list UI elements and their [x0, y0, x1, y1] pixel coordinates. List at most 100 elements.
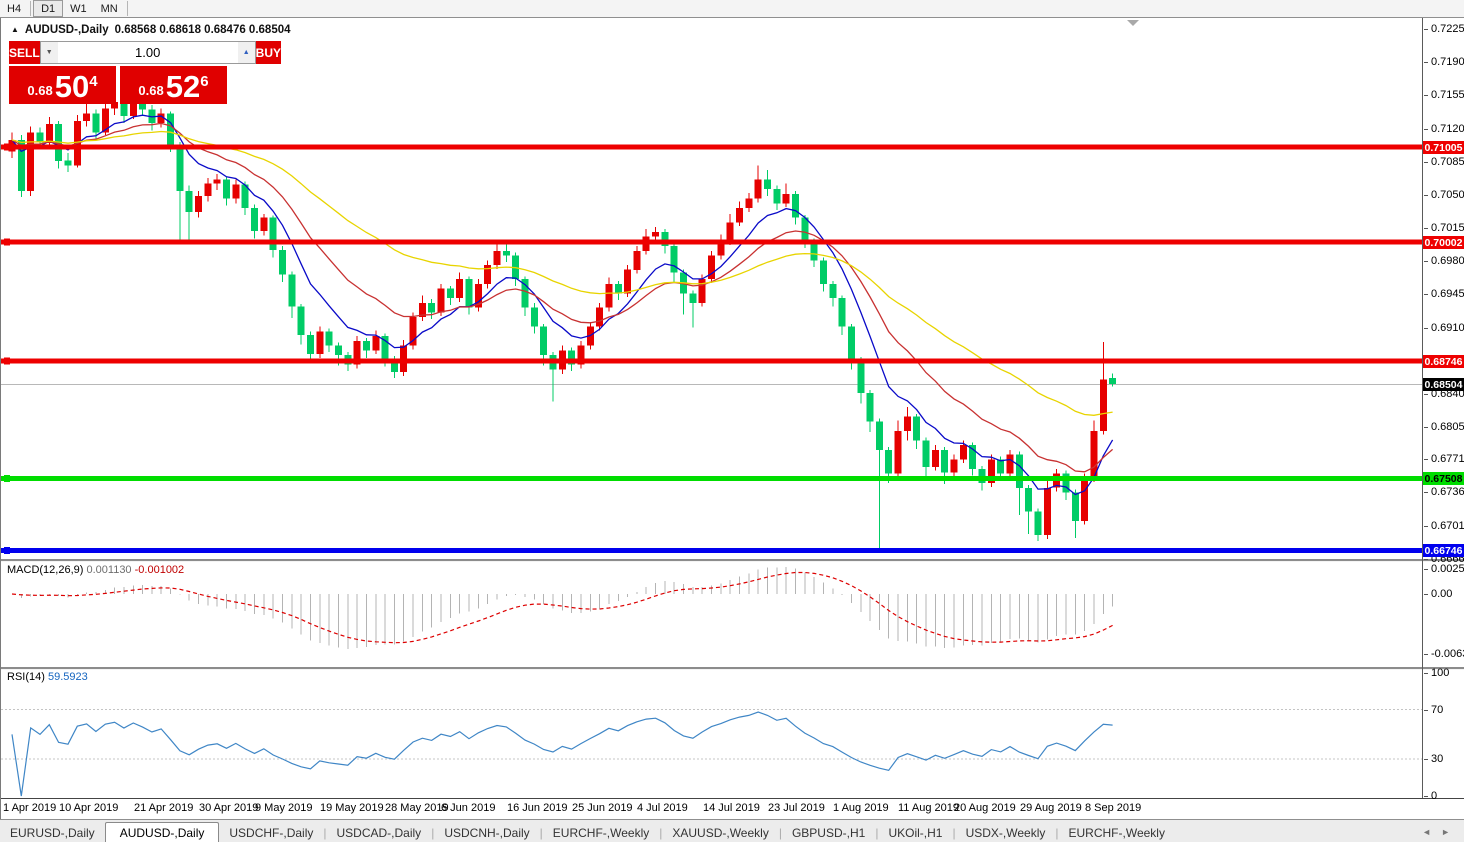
macd-indicator-canvas[interactable] — [1, 562, 1422, 667]
chart-tab-usdx-weekly[interactable]: USDX-,Weekly — [965, 826, 1046, 840]
candle-body — [474, 284, 482, 308]
date-label: 21 Apr 2019 — [134, 802, 194, 814]
date-axis[interactable]: 1 Apr 2019 10 Apr 2019 21 Apr 2019 30 Apr 2… — [1, 798, 1464, 820]
tick-mark — [1424, 709, 1428, 711]
chart-tab-gbpusd-h1[interactable]: GBPUSD-,H1 — [791, 826, 866, 840]
sr-line-handle[interactable] — [4, 143, 10, 151]
tab-scroll-right-icon[interactable]: ► — [1441, 827, 1450, 837]
candle-body — [530, 307, 538, 327]
candle-body — [64, 160, 72, 166]
candle-body — [185, 191, 193, 212]
chart-tab-ukoil-h1[interactable]: UKOil-,H1 — [888, 826, 943, 840]
tick-mark — [1424, 393, 1428, 395]
chart-tab-usdcad-daily[interactable]: USDCAD-,Daily — [336, 826, 422, 840]
candle-body — [978, 468, 986, 483]
sr-line[interactable] — [1, 239, 1422, 245]
candle-body — [1043, 487, 1051, 536]
candle-body — [456, 279, 464, 299]
chart-shift-marker[interactable] — [1127, 20, 1139, 26]
chart-tab-eurchf-weekly[interactable]: EURCHF-,Weekly — [1068, 826, 1165, 840]
tick-mark — [1424, 653, 1428, 655]
candle-body — [418, 302, 426, 318]
chart-tab-eurchf-weekly[interactable]: EURCHF-,Weekly — [552, 826, 650, 840]
one-click-trading-panel: SELL ▼ ▲ BUY 0.68 50 4 0.68 52 6 — [9, 41, 282, 104]
candle-body — [885, 449, 893, 474]
candle-body — [36, 132, 44, 143]
price-chart-canvas[interactable] — [1, 19, 1422, 560]
candle-body — [465, 279, 473, 308]
candle-body — [987, 459, 995, 483]
sr-line-handle[interactable] — [4, 547, 10, 555]
sr-line[interactable] — [1, 476, 1422, 481]
tick-mark — [1424, 194, 1428, 196]
rsi-axis-label: 100 — [1424, 667, 1449, 679]
candle-body — [502, 250, 510, 256]
chart-tab-audusd-daily[interactable]: AUDUSD-,Daily — [104, 822, 220, 842]
toolbar-separator — [30, 1, 32, 16]
buy-button[interactable]: BUY — [255, 41, 282, 64]
candle-body — [111, 102, 119, 109]
tick-mark — [1424, 327, 1428, 329]
candle-body — [1090, 430, 1098, 479]
candle-body — [1109, 378, 1117, 385]
sell-button[interactable]: SELL — [9, 41, 40, 64]
sr-line[interactable] — [1, 548, 1422, 554]
candle-body — [521, 279, 529, 308]
chart-tab-xauusd-weekly[interactable]: XAUUSD-,Weekly — [672, 826, 769, 840]
rsi-indicator-canvas[interactable] — [1, 669, 1422, 797]
chart-window[interactable]: ▲ AUDUSD-,Daily 0.68568 0.68618 0.68476 … — [0, 18, 1464, 820]
sr-line[interactable] — [1, 144, 1422, 150]
sr-line-handle[interactable] — [4, 475, 10, 482]
ocp-collapse-icon[interactable]: ▲ — [11, 24, 19, 34]
tab-separator: | — [323, 826, 327, 840]
sr-line-handle[interactable] — [4, 238, 10, 246]
volume-input[interactable] — [57, 42, 238, 63]
candle-body — [689, 293, 697, 303]
sr-line[interactable] — [1, 358, 1422, 364]
date-label: 19 May 2019 — [320, 802, 384, 814]
timeframe-button-h4[interactable]: H4 — [7, 3, 22, 15]
timeframe-button-mn[interactable]: MN — [100, 3, 118, 15]
volume-decrease-button[interactable]: ▼ — [40, 42, 58, 63]
chart-tab-usdcnh-daily[interactable]: USDCNH-,Daily — [444, 826, 530, 840]
date-label: 8 Sep 2019 — [1085, 802, 1142, 814]
pane-splitter[interactable] — [1, 667, 1464, 670]
macd-value-1: 0.001130 — [86, 564, 132, 576]
ma-line-8 — [11, 114, 1114, 496]
chart-tab-usdchf-daily[interactable]: USDCHF-,Daily — [229, 826, 314, 840]
tick-mark — [1424, 672, 1428, 674]
tab-scroll-left-icon[interactable]: ◄ — [1422, 827, 1432, 837]
candle-body — [875, 421, 883, 450]
candle-body — [307, 335, 314, 355]
candle-body — [819, 260, 827, 284]
buy-price-display[interactable]: 0.68 52 6 — [120, 66, 227, 104]
candle-body — [736, 208, 743, 223]
buy-price-small: 0.68 — [138, 83, 164, 98]
timeframe-button-w1[interactable]: W1 — [70, 3, 87, 15]
candle-body — [894, 430, 902, 474]
price-level-chip: 0.68504 — [1423, 378, 1464, 391]
tick-mark — [1424, 525, 1428, 527]
tick-mark — [1424, 558, 1428, 560]
date-label: 28 May 2019 — [385, 802, 449, 814]
timeframe-button-d1[interactable]: D1 — [33, 0, 64, 17]
sell-price-display[interactable]: 0.68 50 4 — [9, 66, 116, 104]
volume-increase-button[interactable]: ▲ — [237, 42, 255, 63]
sr-line-handle[interactable] — [4, 357, 10, 365]
pane-splitter[interactable] — [1, 559, 1464, 562]
candle-body — [139, 99, 147, 110]
candle-body — [1071, 492, 1079, 521]
candle-body — [83, 113, 91, 121]
tab-separator: | — [875, 826, 879, 840]
date-label: 11 Aug 2019 — [898, 802, 959, 814]
rsi-value: 59.5923 — [47, 671, 88, 683]
candle-body — [129, 99, 137, 117]
chart-tab-eurusd-daily[interactable]: EURUSD-,Daily — [10, 826, 95, 840]
candle-body — [596, 307, 604, 327]
